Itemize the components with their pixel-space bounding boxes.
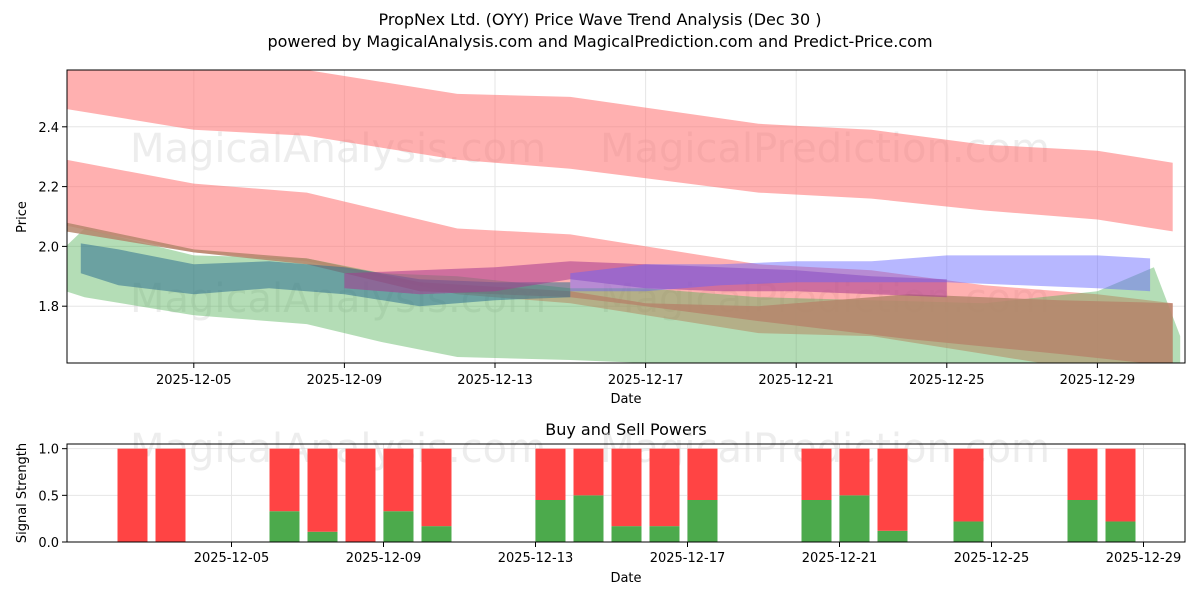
purple-wave: [344, 261, 947, 298]
buy-power-bar: [1067, 500, 1098, 542]
price-x-tick-label: 2025-12-05: [156, 373, 232, 388]
buy-power-bar: [953, 521, 984, 542]
price-y-tick-label: 2.2: [38, 181, 59, 196]
price-bands: [67, 70, 1181, 363]
buy-power-bar: [687, 500, 718, 542]
price-y-ticks: 1.8 2.0 2.2 2.4: [38, 121, 67, 315]
buy-power-bar: [611, 526, 642, 542]
sell-power-bar: [117, 448, 148, 542]
price-x-tick-label: 2025-12-21: [758, 373, 834, 388]
brown-band: [67, 222, 1173, 363]
sell-power-bar: [269, 448, 300, 512]
sell-power-bar: [535, 448, 566, 500]
signal-x-ticks: 2025-12-05 2025-12-09 2025-12-13 2025-12-17…: [194, 542, 1182, 566]
sell-power-bar: [877, 448, 908, 531]
signal-x-tick-label: 2025-12-29: [1106, 551, 1182, 566]
buy-power-bar: [839, 495, 870, 542]
sell-power-bar: [345, 448, 376, 542]
signal-frame: [66, 443, 1186, 543]
price-frame: [66, 69, 1186, 364]
buy-power-bar: [269, 511, 300, 542]
buy-power-bar: [535, 500, 566, 542]
price-panel: MagicalAnalysis.com MagicalPrediction.co…: [15, 69, 1186, 407]
chart-subtitle: powered by MagicalAnalysis.com and Magic…: [267, 32, 933, 51]
signal-x-tick-label: 2025-12-25: [954, 551, 1030, 566]
upper-red-band: [67, 70, 1173, 232]
sell-power-bar: [649, 448, 680, 527]
signal-y-tick-label: 0.0: [38, 536, 59, 551]
price-x-tick-label: 2025-12-09: [307, 373, 383, 388]
buy-power-bar: [421, 526, 452, 542]
signal-x-tick-label: 2025-12-13: [498, 551, 574, 566]
price-y-tick-label: 2.4: [38, 121, 59, 136]
buy-power-bar: [1105, 521, 1136, 542]
sell-power-bar: [687, 448, 718, 500]
price-y-axis-label: Price: [15, 201, 30, 233]
buy-power-bar: [307, 531, 338, 542]
buy-power-bar: [649, 526, 680, 542]
sell-power-bar: [307, 448, 338, 532]
sell-power-bar: [383, 448, 414, 512]
signal-x-axis-label: Date: [610, 571, 641, 586]
signal-x-tick-label: 2025-12-21: [802, 551, 878, 566]
price-y-tick-label: 1.8: [38, 300, 59, 315]
signal-bars: [117, 448, 1136, 542]
signal-panel: Buy and Sell Powers MagicalAnalysis.com …: [15, 420, 1186, 586]
sell-power-bar: [801, 448, 832, 500]
watermark-analysis-bottom: MagicalAnalysis.com: [130, 426, 546, 472]
sell-power-bar: [421, 448, 452, 527]
sell-power-bar: [953, 448, 984, 522]
buy-power-bar: [877, 530, 908, 542]
signal-y-ticks: 0.0 0.5 1.0: [38, 443, 67, 551]
blue-wave: [570, 255, 1151, 292]
price-x-tick-label: 2025-12-25: [909, 373, 985, 388]
buy-power-bar: [801, 500, 832, 542]
signal-y-axis-label: Signal Strength: [15, 443, 30, 543]
signal-y-tick-label: 0.5: [38, 489, 59, 504]
sell-power-bar: [1067, 448, 1098, 500]
sell-power-bar: [611, 448, 642, 527]
price-x-tick-label: 2025-12-13: [457, 373, 533, 388]
signal-x-tick-label: 2025-12-17: [650, 551, 726, 566]
price-x-tick-label: 2025-12-17: [608, 373, 684, 388]
sell-power-bar: [1105, 448, 1136, 522]
buy-power-bar: [383, 511, 414, 542]
sell-power-bar: [155, 448, 186, 542]
price-x-tick-label: 2025-12-29: [1060, 373, 1136, 388]
chart-title: PropNex Ltd. (OYY) Price Wave Trend Anal…: [378, 10, 822, 29]
signal-x-tick-label: 2025-12-09: [346, 551, 422, 566]
signal-y-tick-label: 1.0: [38, 443, 59, 458]
sell-power-bar: [573, 448, 604, 496]
sell-power-bar: [839, 448, 870, 496]
price-y-tick-label: 2.0: [38, 240, 59, 255]
signal-panel-title: Buy and Sell Powers: [545, 420, 707, 439]
price-x-axis-label: Date: [610, 392, 641, 407]
buy-power-bar: [573, 495, 604, 542]
price-x-ticks: 2025-12-05 2025-12-09 2025-12-13 2025-12-17…: [156, 363, 1135, 388]
signal-x-tick-label: 2025-12-05: [194, 551, 270, 566]
